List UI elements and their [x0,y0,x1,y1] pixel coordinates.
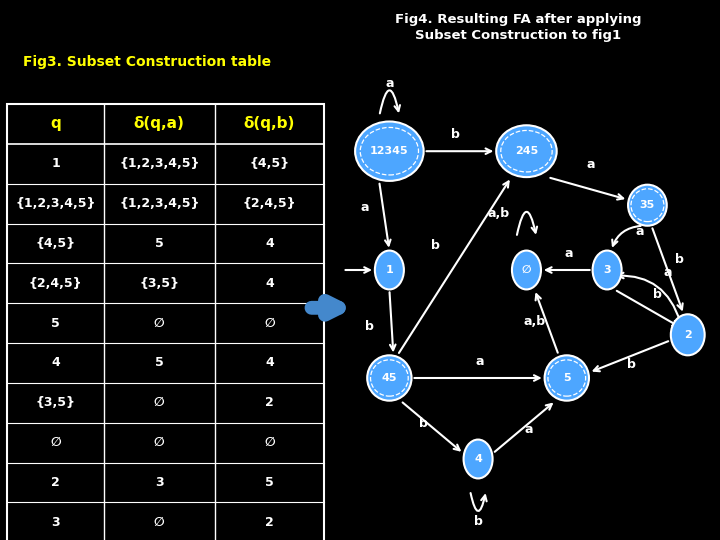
Text: b: b [419,417,428,430]
Text: {3,5}: {3,5} [35,396,76,409]
Text: 4: 4 [474,454,482,464]
Text: 1: 1 [385,265,393,275]
Text: a: a [476,355,485,368]
Text: {2,4,5}: {2,4,5} [243,197,296,210]
Text: {3,5}: {3,5} [139,277,179,290]
Text: a: a [663,266,672,279]
Text: b: b [474,515,482,528]
Text: 1: 1 [51,157,60,170]
Ellipse shape [375,251,404,289]
Text: Fig4. Resulting FA after applying
Subset Construction to fig1: Fig4. Resulting FA after applying Subset… [395,14,642,42]
Text: 4: 4 [265,237,274,250]
Text: 4: 4 [265,356,274,369]
Text: {1,2,3,4,5}: {1,2,3,4,5} [15,197,96,210]
Text: 3: 3 [51,516,60,529]
Text: 5: 5 [155,237,163,250]
Text: 5: 5 [51,316,60,329]
Text: a,b: a,b [523,315,546,328]
Text: ∅: ∅ [154,516,165,529]
Text: 2: 2 [51,476,60,489]
Text: 35: 35 [640,200,655,210]
Text: b: b [675,253,684,266]
Text: ∅: ∅ [264,436,275,449]
Text: δ(q,a): δ(q,a) [134,117,185,131]
Text: 2: 2 [265,396,274,409]
Text: b: b [451,129,460,141]
Text: 5: 5 [563,373,570,383]
Text: b: b [627,358,636,371]
Text: 5: 5 [155,356,163,369]
Text: {1,2,3,4,5}: {1,2,3,4,5} [119,157,199,170]
Text: {4,5}: {4,5} [249,157,289,170]
Ellipse shape [593,251,621,289]
Text: q: q [50,117,61,131]
Text: ∅: ∅ [50,436,61,449]
Text: ∅: ∅ [154,396,165,409]
Ellipse shape [367,355,412,401]
Ellipse shape [496,125,557,177]
Text: a: a [361,201,369,214]
Text: 12345: 12345 [370,146,409,156]
Text: 3: 3 [155,476,163,489]
Ellipse shape [628,185,667,226]
Ellipse shape [355,122,423,181]
Text: b: b [431,239,440,252]
Text: δ(q,b): δ(q,b) [243,117,295,131]
Text: ∅: ∅ [522,265,531,275]
Text: a,b: a,b [487,207,509,220]
Text: 4: 4 [265,277,274,290]
Ellipse shape [464,440,492,478]
Text: {4,5}: {4,5} [35,237,76,250]
Ellipse shape [544,355,589,401]
Text: 3: 3 [603,265,611,275]
Text: a: a [635,225,644,238]
Text: {1,2,3,4,5}: {1,2,3,4,5} [119,197,199,210]
Ellipse shape [512,251,541,289]
Text: Fig3. Subset Construction table: Fig3. Subset Construction table [23,56,271,69]
Text: ∅: ∅ [154,316,165,329]
Text: ∅: ∅ [154,436,165,449]
Text: a: a [385,77,394,90]
Text: b: b [365,320,374,333]
Ellipse shape [671,314,705,355]
Text: 2: 2 [684,330,692,340]
Text: {2,4,5}: {2,4,5} [29,277,82,290]
Text: b: b [653,288,662,301]
Text: 4: 4 [51,356,60,369]
Text: a: a [587,158,595,171]
Text: 2: 2 [265,516,274,529]
Text: 45: 45 [382,373,397,383]
Text: 245: 245 [515,146,538,156]
Text: a: a [564,247,573,260]
Text: 5: 5 [265,476,274,489]
Text: a: a [524,423,533,436]
Text: ∅: ∅ [264,316,275,329]
